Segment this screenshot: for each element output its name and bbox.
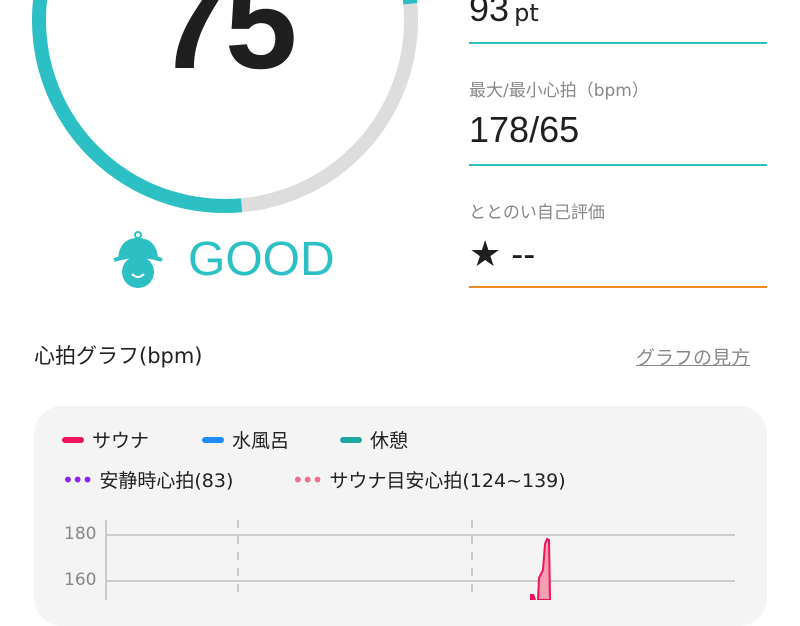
legend-label: サウナ目安心拍(124~139) <box>329 470 566 492</box>
graph-help-link[interactable]: グラフの見方 <box>636 347 751 369</box>
legend-label: 水風呂 <box>232 430 290 452</box>
legend-sauna: サウナ <box>62 426 149 453</box>
legend-label: 安静時心拍(83) <box>99 470 234 492</box>
legend-swatch <box>202 436 224 443</box>
points-value: 93 <box>469 0 510 29</box>
self-rating-label: ととのい自己評価 <box>469 203 605 223</box>
legend-label: サウナ <box>92 430 150 452</box>
legend-cold-bath: 水風呂 <box>202 426 289 453</box>
legend-swatch <box>62 436 84 443</box>
sauna-hat-face-icon <box>113 231 163 288</box>
legend-label: 休憩 <box>370 430 409 452</box>
self-rating-value: ★ -- <box>469 233 536 274</box>
heart-rate-label: 最大/最小心拍（bpm） <box>469 81 649 101</box>
chart-plot <box>105 520 735 600</box>
score-value: 75 <box>156 0 298 96</box>
graph-title: 心拍グラフ(bpm) <box>34 344 203 368</box>
y-tick: 160 <box>64 570 97 590</box>
stat-points: 93 pt <box>469 0 767 44</box>
legend-swatch <box>340 436 362 443</box>
legend-dots: ••• <box>62 467 93 492</box>
score-status: GOOD <box>188 233 335 286</box>
sauna-series-peak <box>536 537 552 600</box>
legend-resting-hr: ••• 安静時心拍(83) <box>62 466 233 493</box>
score-gauge <box>32 0 418 213</box>
legend-dots: ••• <box>292 467 323 492</box>
stat-heart-rate: 最大/最小心拍（bpm） 178/65 <box>469 76 767 166</box>
points-unit: pt <box>514 0 539 27</box>
heart-rate-chart-card: サウナ 水風呂 休憩 ••• 安静時心拍(83) ••• サウナ目安心拍(124~1… <box>34 406 767 626</box>
heart-rate-value: 178/65 <box>469 109 580 150</box>
legend-rest: 休憩 <box>340 426 408 453</box>
sauna-series-segment <box>530 594 536 600</box>
gauge-fill <box>32 0 418 213</box>
legend-sauna-target-hr: ••• サウナ目安心拍(124~139) <box>292 466 566 493</box>
y-tick: 180 <box>64 524 97 544</box>
stat-self-rating[interactable]: ととのい自己評価 ★ -- <box>469 198 767 288</box>
